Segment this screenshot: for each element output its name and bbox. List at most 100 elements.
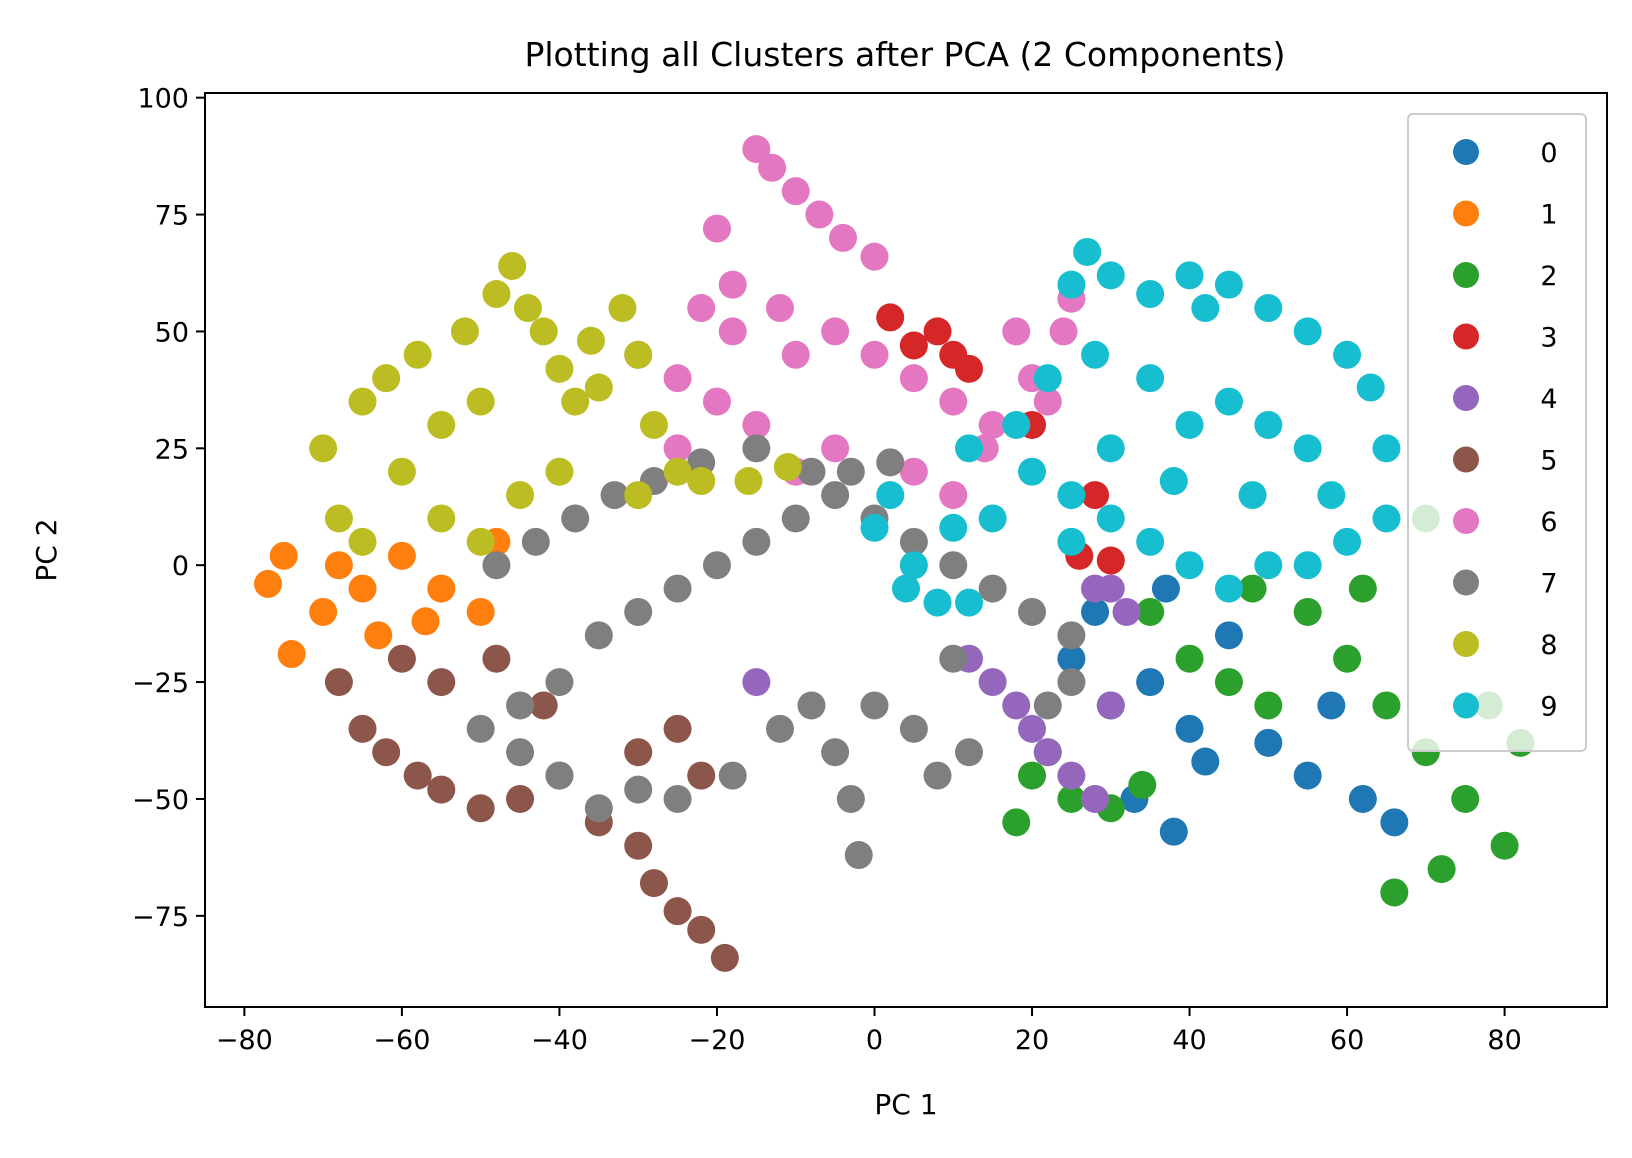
data-point-series-6-18 xyxy=(1002,317,1031,346)
data-point-series-9-28 xyxy=(923,588,952,617)
data-point-series-8-9 xyxy=(482,280,511,309)
data-point-series-0-10 xyxy=(1380,808,1409,837)
data-point-series-7-5 xyxy=(663,574,692,603)
data-point-series-9-19 xyxy=(1096,504,1125,533)
data-point-series-9-34 xyxy=(1175,410,1204,439)
data-point-series-9-38 xyxy=(1317,481,1346,510)
data-point-series-6-17 xyxy=(978,410,1007,439)
data-point-series-6-15 xyxy=(899,364,928,393)
legend-marker-6 xyxy=(1453,508,1479,534)
data-point-series-7-3 xyxy=(584,621,613,650)
series-0 xyxy=(1057,574,1409,846)
data-point-series-9-9 xyxy=(1333,340,1362,369)
data-point-series-7-27 xyxy=(836,784,865,813)
legend-marker-1 xyxy=(1453,200,1479,227)
data-point-series-3-4 xyxy=(955,354,984,383)
data-point-series-5-0 xyxy=(324,668,353,697)
data-point-series-6-16 xyxy=(939,387,968,416)
data-point-series-2-2 xyxy=(1214,668,1243,697)
legend-marker-9 xyxy=(1453,692,1479,719)
data-point-series-8-8 xyxy=(466,387,495,416)
data-point-series-7-29 xyxy=(797,691,826,720)
data-point-series-1-8 xyxy=(466,597,495,626)
data-point-series-6-1 xyxy=(758,153,787,182)
data-point-series-2-10 xyxy=(1380,878,1409,907)
x-axis-label: PC 1 xyxy=(874,1088,937,1121)
data-point-series-8-12 xyxy=(529,317,558,346)
data-point-series-9-20 xyxy=(1057,481,1086,510)
x-tick-label: 0 xyxy=(866,1025,883,1056)
data-point-series-2-17 xyxy=(1018,761,1047,790)
data-point-series-5-1 xyxy=(348,714,377,743)
data-point-series-9-14 xyxy=(1293,551,1322,580)
data-point-series-7-32 xyxy=(663,784,692,813)
y-axis: −75 −50 −25 0 25 50 75 100 xyxy=(132,84,205,933)
data-point-series-4-10 xyxy=(1096,574,1125,603)
data-point-series-4-1 xyxy=(978,668,1007,697)
axes-frame xyxy=(204,92,1608,1008)
data-point-series-8-7 xyxy=(450,317,479,346)
data-point-series-7-35 xyxy=(545,761,574,790)
data-point-series-8-4 xyxy=(387,457,416,486)
data-point-series-7-39 xyxy=(923,761,952,790)
legend-label-0: 0 xyxy=(1540,138,1557,169)
data-point-series-7-25 xyxy=(876,448,905,477)
data-point-series-9-39 xyxy=(955,434,984,463)
data-point-series-9-43 xyxy=(1057,527,1086,556)
data-point-series-9-22 xyxy=(978,504,1007,533)
data-point-series-5-18 xyxy=(624,738,653,767)
data-point-series-5-2 xyxy=(372,738,401,767)
series-4 xyxy=(742,574,1141,813)
data-point-series-7-40 xyxy=(955,738,984,767)
data-point-series-0-3 xyxy=(1175,714,1204,743)
data-point-series-4-6 xyxy=(1081,784,1110,813)
data-point-series-3-6 xyxy=(1081,481,1110,510)
data-point-series-9-21 xyxy=(1018,457,1047,486)
data-point-series-5-9 xyxy=(624,831,653,860)
data-points xyxy=(254,135,1535,972)
legend-label-7: 7 xyxy=(1540,569,1557,600)
data-point-series-5-3 xyxy=(403,761,432,790)
data-point-series-9-29 xyxy=(955,588,984,617)
data-point-series-6-4 xyxy=(828,223,857,252)
data-point-series-8-29 xyxy=(576,326,605,355)
data-point-series-8-20 xyxy=(687,467,716,496)
data-point-series-8-21 xyxy=(734,467,763,496)
data-point-series-9-12 xyxy=(1372,504,1401,533)
data-point-series-6-11 xyxy=(702,387,731,416)
data-point-series-8-17 xyxy=(624,340,653,369)
data-point-series-5-19 xyxy=(687,761,716,790)
data-point-series-7-34 xyxy=(584,794,613,823)
data-point-series-6-29 xyxy=(663,434,692,463)
data-point-series-7-22 xyxy=(742,434,771,463)
data-point-series-7-8 xyxy=(781,504,810,533)
data-point-series-9-8 xyxy=(1293,317,1322,346)
data-point-series-8-23 xyxy=(506,481,535,510)
data-point-series-1-0 xyxy=(254,569,283,598)
data-point-series-8-22 xyxy=(773,453,802,482)
data-point-series-0-11 xyxy=(1317,691,1346,720)
data-point-series-9-37 xyxy=(1293,434,1322,463)
data-point-series-5-14 xyxy=(427,668,456,697)
data-point-series-2-18 xyxy=(1057,784,1086,813)
data-point-series-8-10 xyxy=(498,251,527,280)
data-point-series-1-10 xyxy=(411,607,440,636)
data-point-series-6-3 xyxy=(805,200,834,229)
data-point-series-7-0 xyxy=(466,714,495,743)
data-point-series-9-25 xyxy=(876,481,905,510)
data-point-series-7-1 xyxy=(506,691,535,720)
data-point-series-8-5 xyxy=(403,340,432,369)
data-point-series-2-5 xyxy=(1372,691,1401,720)
data-point-series-1-3 xyxy=(309,597,338,626)
data-point-series-0-2 xyxy=(1136,668,1165,697)
data-point-series-7-2 xyxy=(545,668,574,697)
data-point-series-4-8 xyxy=(1112,597,1141,626)
data-point-series-9-11 xyxy=(1372,434,1401,463)
data-point-series-9-41 xyxy=(1159,467,1188,496)
data-point-series-7-14 xyxy=(1018,597,1047,626)
data-point-series-8-1 xyxy=(324,504,353,533)
data-point-series-8-26 xyxy=(624,481,653,510)
data-point-series-8-11 xyxy=(513,294,542,323)
data-point-series-8-6 xyxy=(427,410,456,439)
data-point-series-1-6 xyxy=(387,541,416,570)
